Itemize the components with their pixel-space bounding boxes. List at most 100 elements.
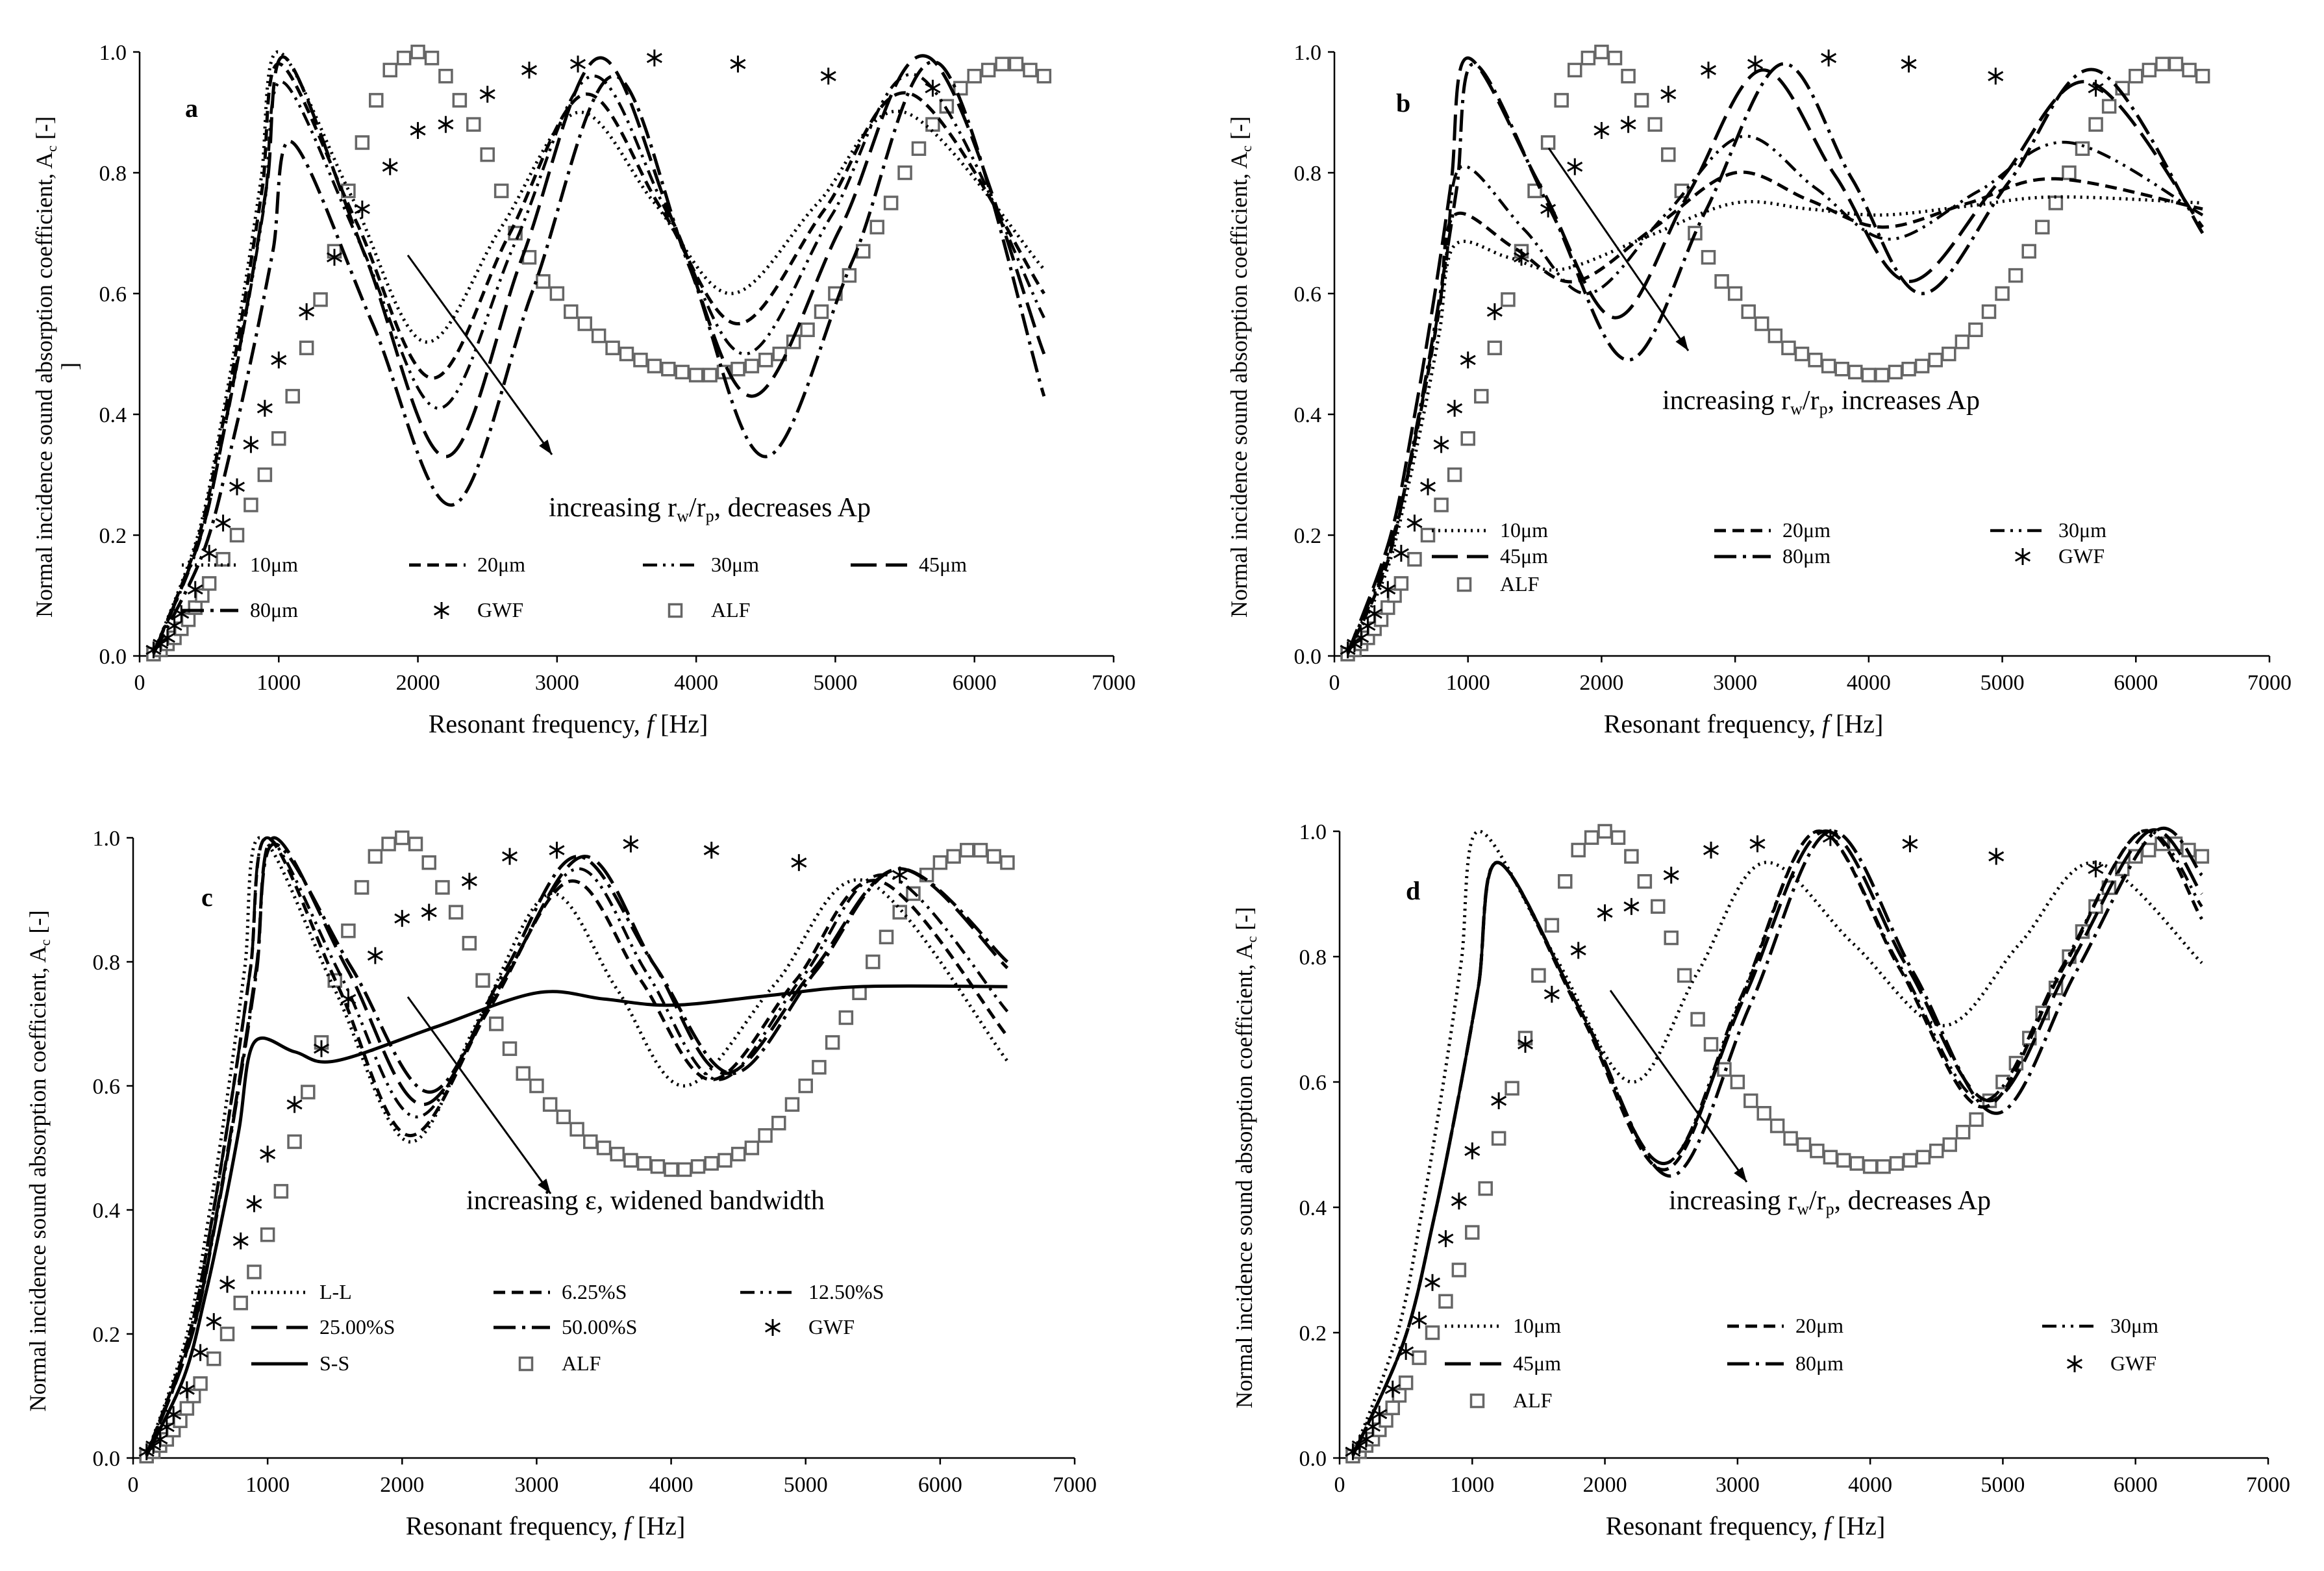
alf-point <box>1634 93 1649 108</box>
legend-label: 80μm <box>250 598 298 622</box>
alf-point <box>247 1264 262 1279</box>
y-tick-label: 0.4 <box>99 403 127 427</box>
x-tick-label: 0 <box>1329 671 1340 695</box>
gwf-point <box>1384 1380 1401 1398</box>
gwf-point <box>1447 399 1463 417</box>
alf-point <box>690 1159 706 1174</box>
legend-item: 10μm <box>1432 518 1548 542</box>
alf-point <box>925 117 940 132</box>
alf-point <box>771 1116 786 1131</box>
y-axis-label: Normal incidence sound absorption coeffi… <box>1226 116 1255 618</box>
alf-point <box>973 842 988 858</box>
alf-point <box>1597 823 1612 839</box>
legend-label: 30μm <box>2058 518 2106 542</box>
alf-point <box>1794 346 1810 362</box>
series-line-10m <box>1346 195 2203 655</box>
alf-point <box>939 99 955 114</box>
legend-item: GWF <box>433 598 523 622</box>
panel-a: 0 1000 2000 3000 4000 5000 6000 7000 0.0 0.2 0.4 0.… <box>31 41 1136 738</box>
legend-label: GWF <box>2058 544 2105 568</box>
x-tick-label: 4000 <box>1847 671 1891 695</box>
alf-point <box>2021 244 2036 259</box>
alf-point <box>1755 316 1769 331</box>
alf-point <box>1781 340 1796 355</box>
alf-point <box>650 1159 666 1174</box>
alf-point <box>1036 68 1052 84</box>
alf-point <box>1531 968 1546 983</box>
alf-point <box>986 849 1001 864</box>
alf-point <box>1730 1074 1745 1090</box>
gwf-point <box>1424 1274 1441 1291</box>
gwf-point <box>820 68 836 85</box>
alf-point <box>633 353 648 368</box>
alf-point <box>2142 62 2157 78</box>
gwf-point <box>1393 544 1409 562</box>
alf-point <box>1836 1153 1851 1168</box>
alf-point <box>1661 147 1676 162</box>
alf-point <box>542 1097 558 1112</box>
gwf-point <box>549 842 565 859</box>
alf-point <box>2194 849 2210 864</box>
gwf-point <box>1438 1230 1454 1248</box>
alf-point <box>2048 195 2064 210</box>
gwf-point <box>1567 158 1583 175</box>
alf-point <box>1420 527 1436 543</box>
legend-item: 25.00%S <box>251 1315 395 1338</box>
legend-label: 20μm <box>477 553 525 576</box>
alf-point <box>911 141 927 157</box>
x-tick-label: 4000 <box>649 1473 693 1497</box>
legend-label: 20μm <box>1782 518 1830 542</box>
gwf-point <box>382 158 398 175</box>
alf-point <box>953 81 968 96</box>
x-tick-label: 1000 <box>1450 1473 1494 1497</box>
legend-star-icon <box>764 1319 781 1336</box>
gwf-point <box>569 55 586 73</box>
legend-label: L-L <box>319 1280 352 1303</box>
alf-point <box>1607 51 1623 66</box>
legend-item: S-S <box>251 1351 349 1375</box>
alf-point <box>549 286 565 301</box>
x-tick-label: 1000 <box>245 1473 290 1497</box>
legend-item: GWF <box>2066 1351 2156 1375</box>
gwf-point <box>2088 860 2104 877</box>
x-tick-label: 4000 <box>1848 1473 1892 1497</box>
legend-item: 30μm <box>643 553 759 576</box>
legend-label: GWF <box>2110 1351 2156 1375</box>
alf-point <box>435 880 450 895</box>
alf-point <box>1875 368 1890 383</box>
gwf-point <box>1486 303 1503 320</box>
x-tick-label: 5000 <box>784 1473 828 1497</box>
gwf-point <box>1988 848 2005 865</box>
alf-point <box>1393 576 1409 591</box>
gwf-point <box>1703 841 1719 859</box>
alf-point <box>1929 1143 1944 1159</box>
gwf-point <box>421 903 437 921</box>
alf-point <box>1540 135 1556 150</box>
x-tick-label: 2000 <box>396 671 440 695</box>
alf-point <box>1465 1225 1480 1240</box>
alf-point <box>838 1010 854 1025</box>
series-line-30m <box>1351 829 2203 1457</box>
series-line-45m <box>1346 56 2205 655</box>
alf-point <box>1901 362 1916 377</box>
x-tick-label: 6000 <box>2114 1473 2158 1497</box>
series-alf <box>1345 823 2210 1464</box>
alf-point <box>1008 57 1024 71</box>
gwf-point <box>215 514 231 532</box>
alf-point <box>1783 1131 1798 1146</box>
legend-label: 45μm <box>919 553 967 576</box>
y-tick-label: 0.8 <box>99 162 127 186</box>
alf-point <box>856 244 871 259</box>
legend-item: 10μm <box>1445 1314 1561 1337</box>
alf-point <box>1981 304 1997 320</box>
alf-point <box>946 849 961 864</box>
legend: 10μm 20μm 30μm 45μm 80μm GWF ALF <box>1445 1314 2158 1412</box>
legend-item: 30μm <box>1990 518 2106 542</box>
trend-arrow <box>406 996 552 1194</box>
gwf-point <box>1491 1092 1507 1109</box>
gwf-point <box>461 872 477 890</box>
alf-point <box>1000 855 1015 870</box>
legend-label: S-S <box>319 1351 349 1375</box>
series-line-2500s <box>145 836 1009 1457</box>
panel-c: 0 1000 2000 3000 4000 5000 6000 7000 0.0 0.2 0.4 0.… <box>25 827 1097 1540</box>
